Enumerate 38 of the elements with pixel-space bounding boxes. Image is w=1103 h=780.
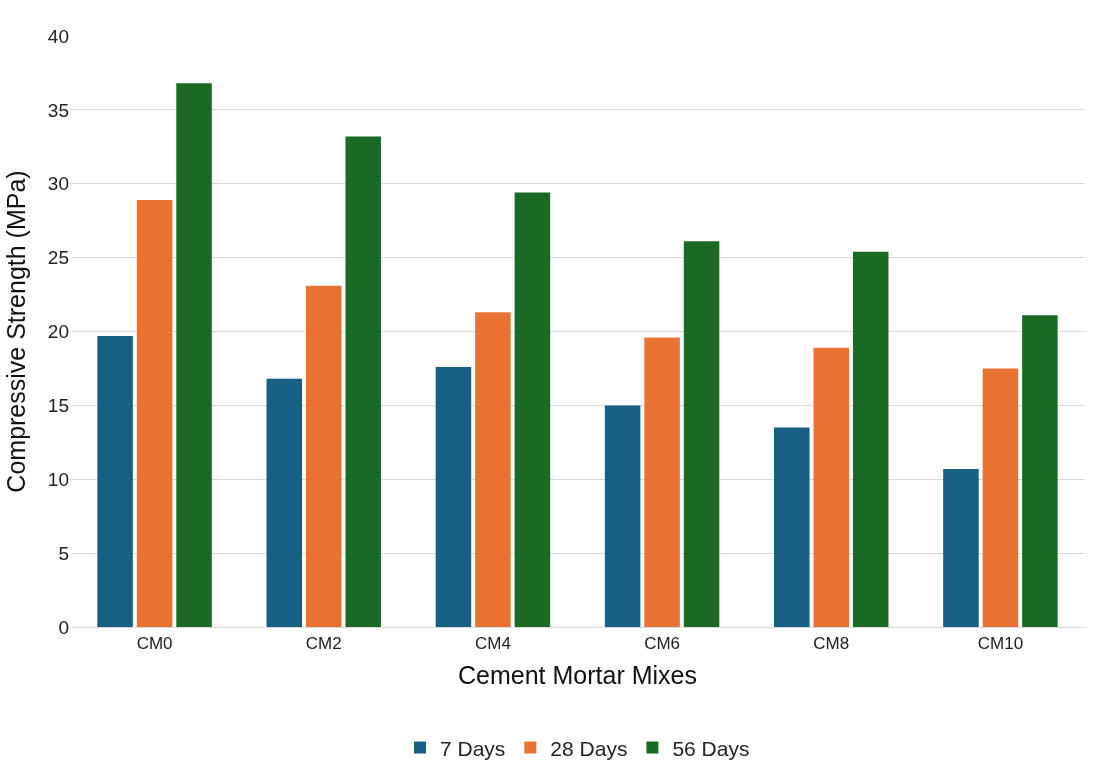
legend-label: 56 Days	[672, 736, 750, 760]
x-axis-title: Cement Mortar Mixes	[458, 660, 697, 689]
y-tick-label: 5	[58, 542, 69, 564]
legend-label: 28 Days	[550, 736, 628, 760]
bar	[644, 337, 680, 627]
bar	[136, 200, 173, 627]
bar	[435, 366, 472, 627]
x-tick-label: CM2	[305, 633, 342, 653]
x-tick-label: CM8	[813, 633, 850, 653]
y-tick-label: 40	[47, 25, 69, 47]
y-tick-label: 30	[47, 173, 69, 195]
y-tick-label: 0	[58, 616, 69, 638]
y-tick-label: 35	[47, 99, 69, 121]
bar	[176, 83, 212, 627]
bar	[852, 251, 889, 627]
bar	[475, 312, 511, 627]
y-tick-label: 10	[47, 468, 69, 490]
y-tick-label: 20	[47, 321, 69, 343]
bar	[305, 285, 342, 627]
bar	[813, 347, 850, 627]
bar	[943, 468, 979, 627]
bar	[345, 136, 381, 627]
x-tick-label: CM0	[136, 633, 173, 653]
bar	[604, 405, 641, 627]
legend-label: 7 Days	[440, 736, 506, 760]
bar	[514, 192, 551, 627]
x-tick-label: CM10	[977, 633, 1024, 653]
bar	[266, 378, 303, 627]
y-tick-label: 15	[47, 395, 69, 417]
x-tick-label: CM4	[474, 633, 511, 653]
bar	[97, 335, 133, 627]
bar	[683, 241, 720, 627]
x-tick-label: CM6	[644, 633, 681, 653]
bar	[1022, 315, 1058, 627]
y-tick-label: 25	[47, 247, 69, 269]
bar	[774, 427, 810, 627]
y-axis-title: Compressive Strength (MPa)	[1, 170, 30, 493]
bar	[982, 368, 1019, 627]
